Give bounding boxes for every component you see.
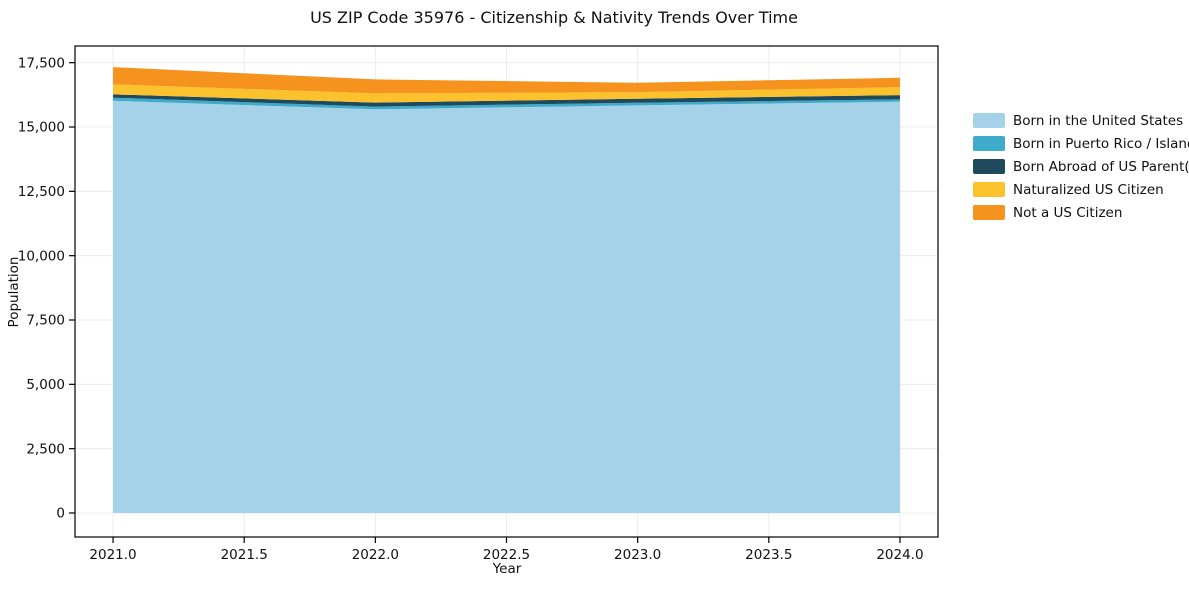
- legend-item: Not a US Citizen: [973, 201, 1189, 224]
- legend-label: Born Abroad of US Parent(s): [1013, 158, 1189, 175]
- y-tick-label: 2,500: [26, 441, 65, 457]
- legend-swatch-puerto-rico: [973, 136, 1005, 151]
- legend-swatch-naturalized: [973, 182, 1005, 197]
- chart-title: US ZIP Code 35976 - Citizenship & Nativi…: [310, 8, 798, 27]
- legend-swatch-born-abroad: [973, 159, 1005, 174]
- legend-item: Born in the United States: [973, 109, 1189, 132]
- y-tick-label: 0: [56, 506, 65, 522]
- legend-label: Naturalized US Citizen: [1013, 181, 1164, 198]
- legend-item: Born in Puerto Rico / Islands: [973, 132, 1189, 155]
- x-tick-label: 2022.0: [352, 547, 399, 563]
- y-tick-label: 12,500: [18, 184, 65, 200]
- area-series-2: [113, 94, 900, 107]
- x-axis-label: Year: [492, 561, 522, 577]
- y-tick-label: 17,500: [18, 55, 65, 71]
- legend-label: Not a US Citizen: [1013, 204, 1123, 221]
- legend: Born in the United States Born in Puerto…: [973, 109, 1189, 224]
- legend-item: Naturalized US Citizen: [973, 178, 1189, 201]
- legend-swatch-not-citizen: [973, 205, 1005, 220]
- y-tick-label: 5,000: [26, 377, 65, 393]
- x-tick-label: 2023.0: [614, 547, 661, 563]
- legend-label: Born in Puerto Rico / Islands: [1013, 135, 1189, 152]
- y-tick-label: 15,000: [18, 120, 65, 136]
- area-series-1: [113, 97, 900, 110]
- x-tick-label: 2023.5: [745, 547, 792, 563]
- legend-item: Born Abroad of US Parent(s): [973, 155, 1189, 178]
- y-tick-label: 10,000: [18, 248, 65, 264]
- x-tick-label: 2021.5: [221, 547, 268, 563]
- x-tick-label: 2024.0: [876, 547, 923, 563]
- area-series-4: [113, 67, 900, 94]
- legend-label: Born in the United States: [1013, 112, 1184, 129]
- area-series-0: [113, 100, 900, 513]
- y-axis-label: Population: [6, 256, 22, 328]
- legend-swatch-born-us: [973, 113, 1005, 128]
- y-tick-label: 7,500: [26, 313, 65, 329]
- x-tick-label: 2021.0: [89, 547, 136, 563]
- x-tick-label: 2022.5: [483, 547, 530, 563]
- area-series-3: [113, 84, 900, 103]
